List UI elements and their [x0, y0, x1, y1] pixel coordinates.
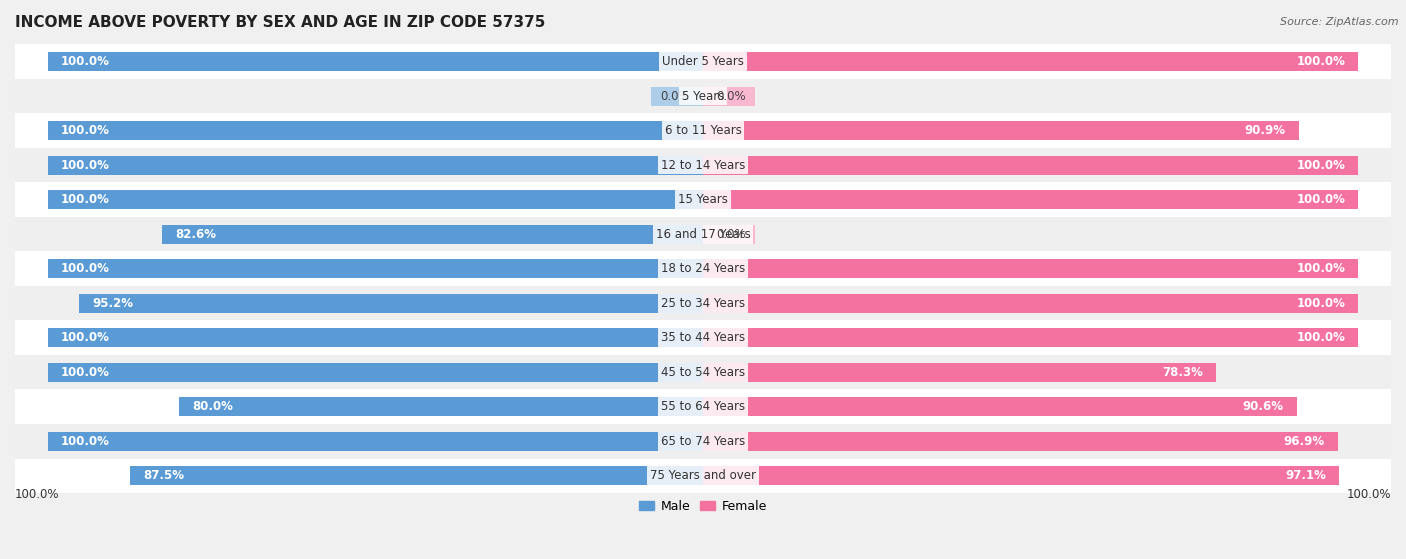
Text: 100.0%: 100.0% [60, 193, 110, 206]
Text: 100.0%: 100.0% [60, 124, 110, 137]
Text: 100.0%: 100.0% [60, 55, 110, 68]
Bar [129, 466, 703, 485]
Text: 97.1%: 97.1% [1285, 469, 1326, 482]
Bar [162, 225, 703, 244]
Text: 100.0%: 100.0% [1296, 159, 1346, 172]
Text: 87.5%: 87.5% [143, 469, 184, 482]
Text: 80.0%: 80.0% [191, 400, 233, 413]
Text: 100.0%: 100.0% [1296, 55, 1346, 68]
Text: 15 Years: 15 Years [678, 193, 728, 206]
Text: 75 Years and over: 75 Years and over [650, 469, 756, 482]
Bar [703, 397, 1296, 416]
Bar [703, 225, 755, 244]
Text: 100.0%: 100.0% [60, 435, 110, 448]
Text: 90.6%: 90.6% [1243, 400, 1284, 413]
Bar [703, 432, 1339, 451]
Text: 100.0%: 100.0% [1296, 297, 1346, 310]
Bar [15, 79, 1391, 113]
Text: 96.9%: 96.9% [1284, 435, 1324, 448]
Bar [703, 363, 1216, 382]
Text: 100.0%: 100.0% [60, 331, 110, 344]
Bar [48, 155, 703, 174]
Bar [48, 432, 703, 451]
Text: 65 to 74 Years: 65 to 74 Years [661, 435, 745, 448]
Text: 100.0%: 100.0% [1296, 262, 1346, 275]
Text: 100.0%: 100.0% [15, 488, 59, 501]
Bar [48, 121, 703, 140]
Text: 0.0%: 0.0% [661, 89, 690, 103]
Bar [15, 458, 1391, 493]
Text: 100.0%: 100.0% [1347, 488, 1391, 501]
Legend: Male, Female: Male, Female [634, 495, 772, 518]
Bar [703, 121, 1299, 140]
Bar [703, 293, 1358, 312]
Bar [179, 397, 703, 416]
Bar [15, 355, 1391, 390]
Bar [15, 148, 1391, 182]
Text: 12 to 14 Years: 12 to 14 Years [661, 159, 745, 172]
Bar [703, 155, 1358, 174]
Bar [48, 259, 703, 278]
Bar [15, 113, 1391, 148]
Text: 100.0%: 100.0% [60, 366, 110, 379]
Text: 35 to 44 Years: 35 to 44 Years [661, 331, 745, 344]
Bar [48, 328, 703, 347]
Bar [48, 52, 703, 71]
Bar [703, 259, 1358, 278]
Text: 25 to 34 Years: 25 to 34 Years [661, 297, 745, 310]
Text: 100.0%: 100.0% [1296, 331, 1346, 344]
Text: 45 to 54 Years: 45 to 54 Years [661, 366, 745, 379]
Text: 90.9%: 90.9% [1244, 124, 1285, 137]
Text: Under 5 Years: Under 5 Years [662, 55, 744, 68]
Bar [15, 320, 1391, 355]
Text: 16 and 17 Years: 16 and 17 Years [655, 228, 751, 241]
Text: 100.0%: 100.0% [60, 159, 110, 172]
Text: 0.0%: 0.0% [716, 228, 745, 241]
Bar [703, 466, 1340, 485]
Bar [15, 217, 1391, 252]
Text: 95.2%: 95.2% [93, 297, 134, 310]
Text: 0.0%: 0.0% [716, 89, 745, 103]
Bar [703, 87, 755, 106]
Bar [651, 87, 703, 106]
Text: 100.0%: 100.0% [60, 262, 110, 275]
Bar [79, 293, 703, 312]
Text: 82.6%: 82.6% [174, 228, 217, 241]
Bar [703, 328, 1358, 347]
Bar [48, 363, 703, 382]
Bar [15, 252, 1391, 286]
Bar [703, 52, 1358, 71]
Bar [15, 286, 1391, 320]
Text: 6 to 11 Years: 6 to 11 Years [665, 124, 741, 137]
Bar [15, 44, 1391, 79]
Text: Source: ZipAtlas.com: Source: ZipAtlas.com [1281, 17, 1399, 27]
Text: INCOME ABOVE POVERTY BY SEX AND AGE IN ZIP CODE 57375: INCOME ABOVE POVERTY BY SEX AND AGE IN Z… [15, 15, 546, 30]
Bar [15, 424, 1391, 458]
Bar [15, 182, 1391, 217]
Text: 55 to 64 Years: 55 to 64 Years [661, 400, 745, 413]
Bar [48, 190, 703, 209]
Bar [703, 190, 1358, 209]
Text: 18 to 24 Years: 18 to 24 Years [661, 262, 745, 275]
Bar [15, 390, 1391, 424]
Text: 100.0%: 100.0% [1296, 193, 1346, 206]
Text: 78.3%: 78.3% [1163, 366, 1204, 379]
Text: 5 Years: 5 Years [682, 89, 724, 103]
